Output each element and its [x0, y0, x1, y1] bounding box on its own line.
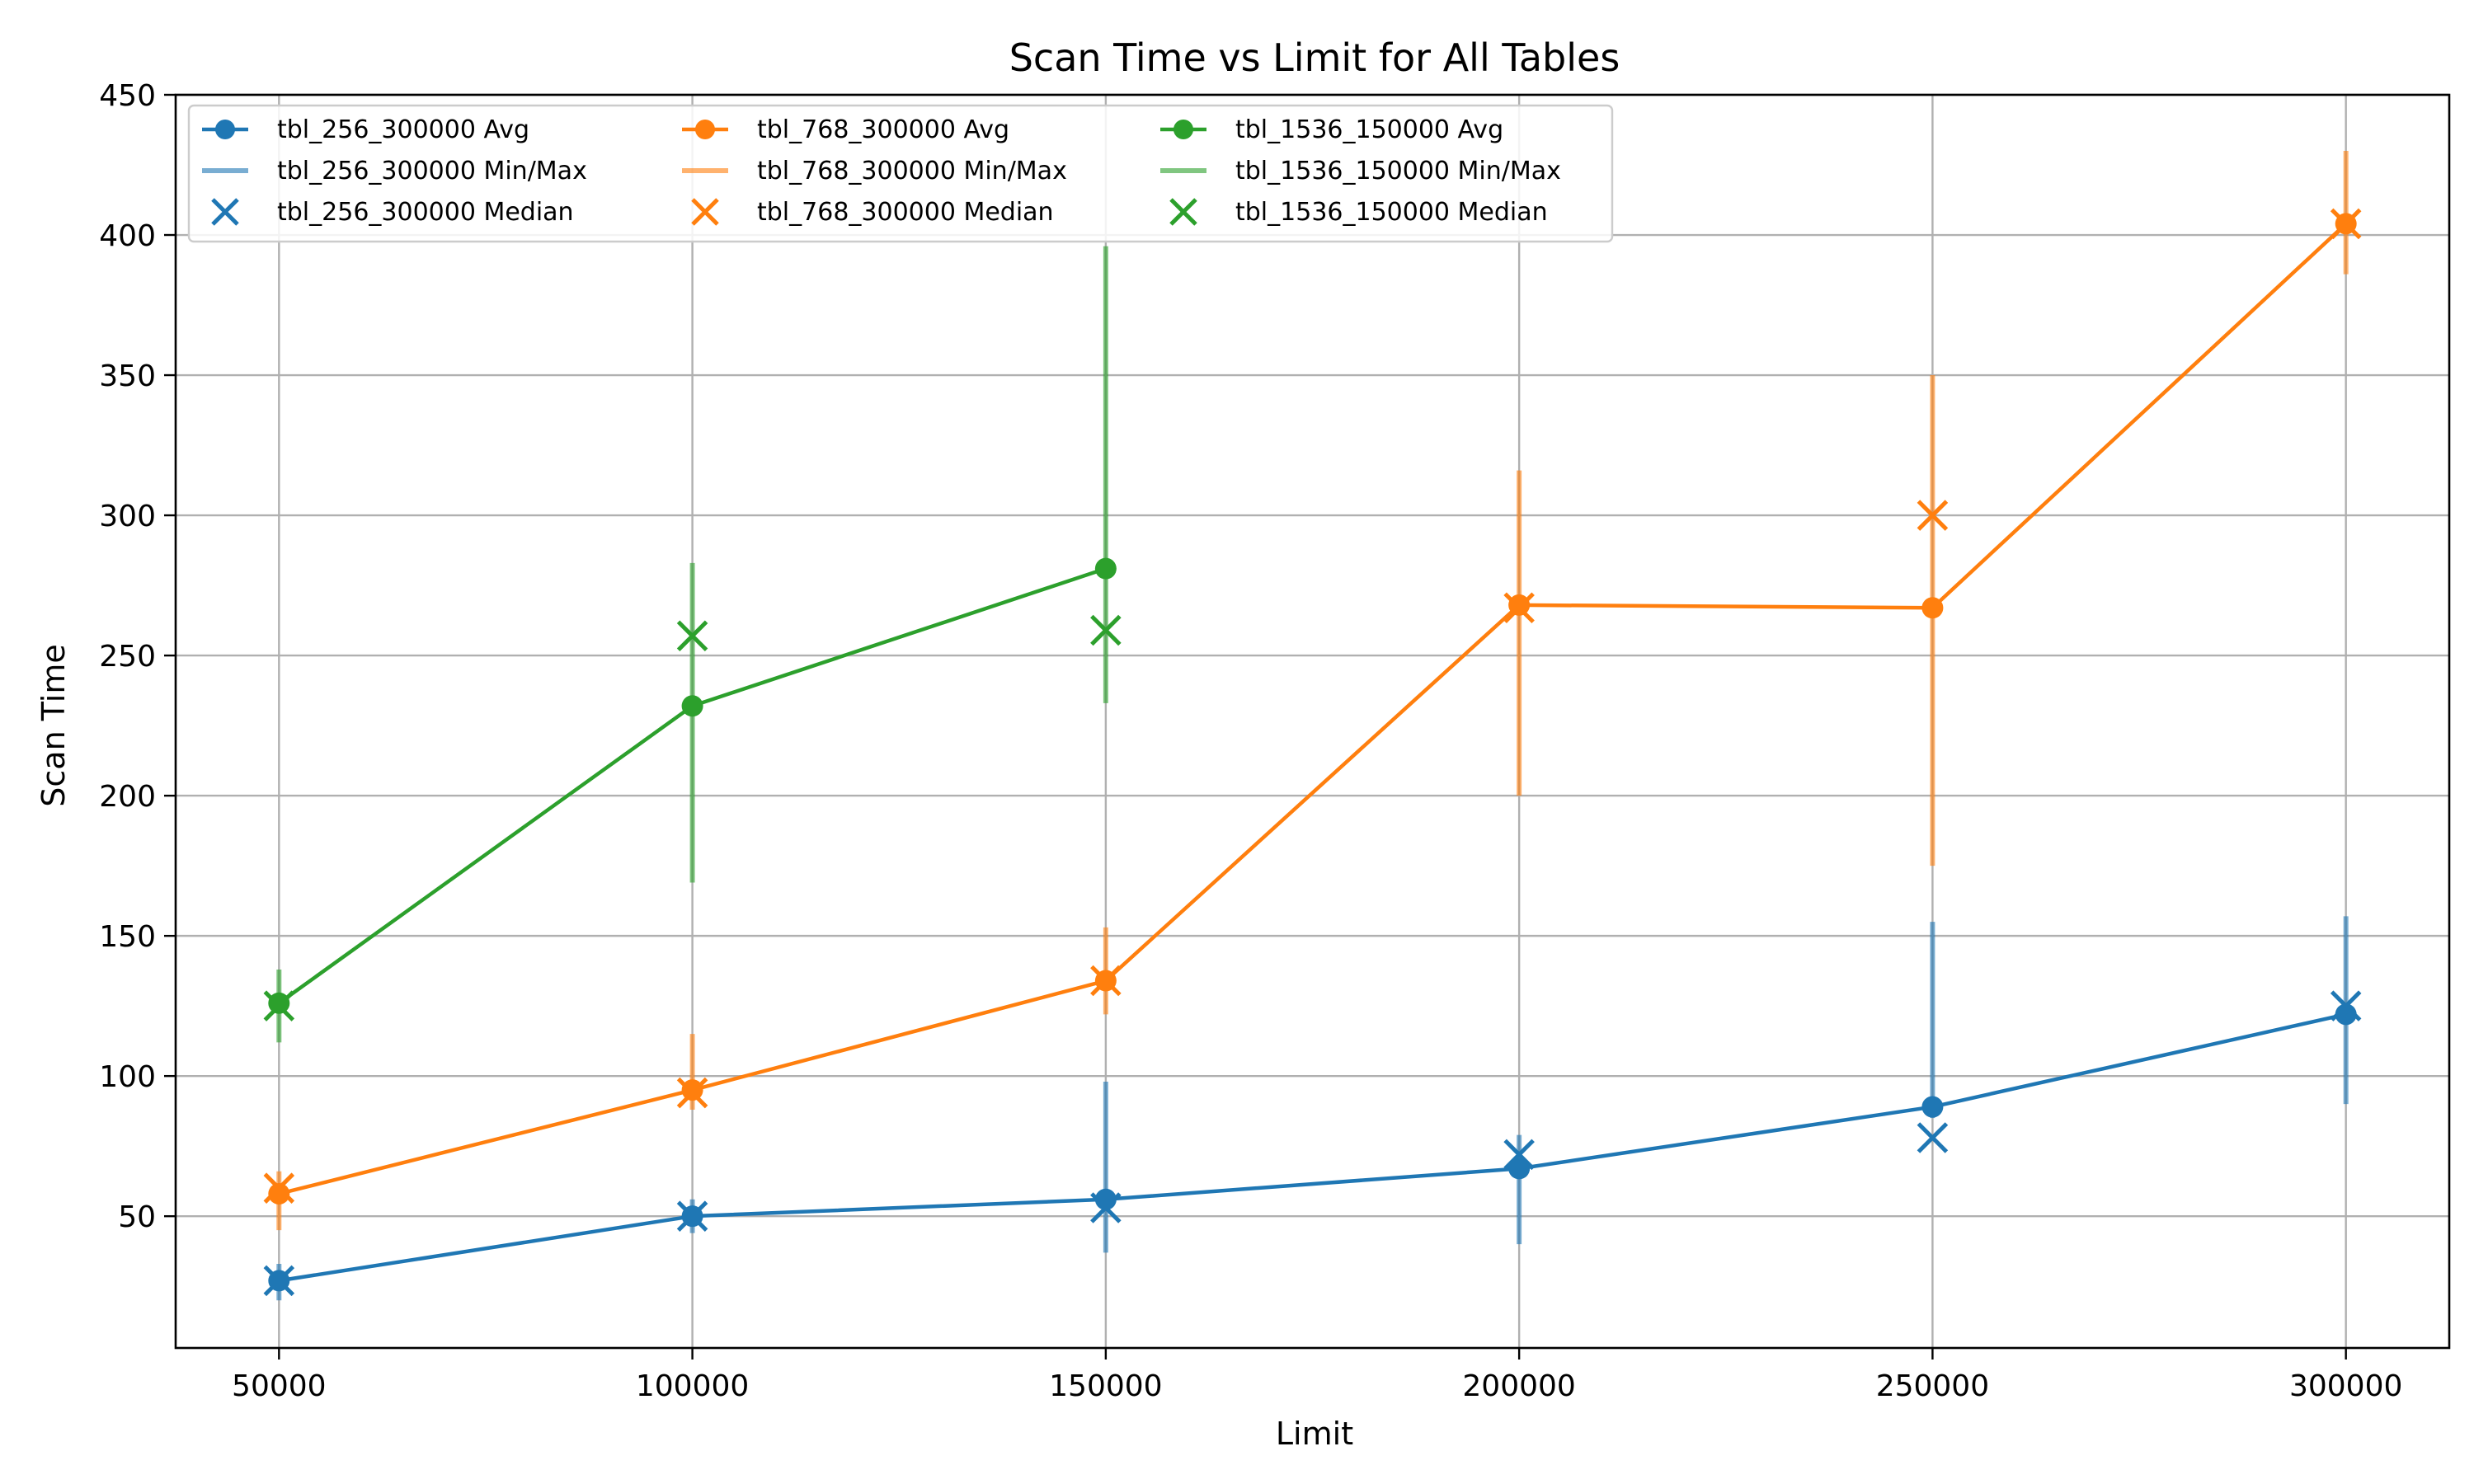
x-tick-label: 50000 [232, 1369, 327, 1403]
legend-frame [187, 104, 1614, 243]
legend-label: tbl_1536_150000 Min/Max [1235, 157, 1561, 186]
avg-line-tbl_768_300000 [278, 222, 2348, 1196]
legend-label: tbl_256_300000 Median [277, 198, 574, 227]
median-point-tbl_256_300000 [263, 1265, 295, 1297]
legend-label: tbl_768_300000 Avg [757, 115, 1009, 144]
x-tick-label: 300000 [2289, 1369, 2402, 1403]
legend-label: tbl_256_300000 Avg [277, 115, 529, 144]
legend-label: tbl_768_300000 Min/Max [757, 157, 1067, 186]
y-tick-label: 100 [99, 1060, 156, 1094]
y-axis-label: Scan Time [35, 644, 72, 806]
x-tick-label: 200000 [1462, 1369, 1575, 1403]
median-point-tbl_768_300000 [676, 1077, 708, 1109]
median-point-tbl_256_300000 [676, 1200, 708, 1232]
median-point-tbl_1536_150000 [263, 990, 295, 1021]
median-point-tbl_1536_150000 [1090, 614, 1122, 646]
y-tick-label: 450 [99, 79, 156, 113]
median-point-tbl_768_300000 [2330, 208, 2362, 240]
legend-label: tbl_1536_150000 Median [1235, 198, 1548, 227]
chart-title: Scan Time vs Limit for All Tables [1009, 35, 1620, 80]
avg-point-tbl_768_300000 [268, 1182, 290, 1205]
median-point-tbl_256_300000 [1917, 1122, 1949, 1153]
legend-label: tbl_768_300000 Median [757, 198, 1054, 227]
legend-median-swatch [1169, 198, 1197, 226]
median-point-tbl_256_300000 [1090, 1192, 1122, 1223]
y-tick-label: 50 [118, 1200, 156, 1234]
grid [176, 93, 2449, 1348]
legend-label: tbl_256_300000 Min/Max [277, 157, 587, 186]
median-point-tbl_768_300000 [263, 1172, 295, 1204]
average-lines [278, 222, 2348, 1283]
avg-line-tbl_256_300000 [278, 1012, 2347, 1283]
y-tick-label: 200 [99, 780, 156, 814]
avg-point-tbl_768_300000 [1921, 597, 1944, 619]
median-point-tbl_256_300000 [2330, 990, 2362, 1021]
minmax-bars [276, 151, 2349, 1301]
x-tick-label: 250000 [1876, 1369, 1989, 1403]
y-tick-label: 400 [99, 219, 156, 253]
legend: tbl_256_300000 Avg tbl_256_300000 Min/Max… [187, 104, 1614, 243]
axis-ticks: 50000 100000 150000 200000 250000 300000 50 100… [99, 79, 2402, 1403]
y-tick-label: 250 [99, 640, 156, 674]
median-point-tbl_1536_150000 [676, 620, 708, 652]
y-tick-label: 300 [99, 500, 156, 533]
legend-avg-dot [695, 120, 715, 139]
avg-point-tbl_1536_150000 [681, 695, 703, 717]
plot-frame [174, 93, 2451, 1350]
legend-avg-dot [1174, 120, 1193, 139]
legend-avg-dot [215, 120, 235, 139]
avg-point-tbl_256_300000 [1508, 1158, 1531, 1180]
x-tick-label: 100000 [636, 1369, 749, 1403]
avg-point-tbl_1536_150000 [1094, 557, 1117, 580]
x-axis-label: Limit [1276, 1416, 1353, 1452]
median-point-tbl_256_300000 [1503, 1139, 1535, 1171]
median-point-tbl_768_300000 [1503, 592, 1535, 624]
avg-point-tbl_256_300000 [1921, 1096, 1944, 1118]
y-tick-label: 150 [99, 920, 156, 954]
markers [263, 208, 2362, 1297]
legend-median-swatch [211, 198, 239, 226]
x-tick-label: 150000 [1049, 1369, 1162, 1403]
median-point-tbl_768_300000 [1090, 965, 1122, 997]
legend-median-swatch [691, 198, 719, 226]
median-point-tbl_768_300000 [1917, 500, 1949, 531]
y-tick-label: 350 [99, 359, 156, 393]
legend-label: tbl_1536_150000 Avg [1235, 115, 1503, 144]
